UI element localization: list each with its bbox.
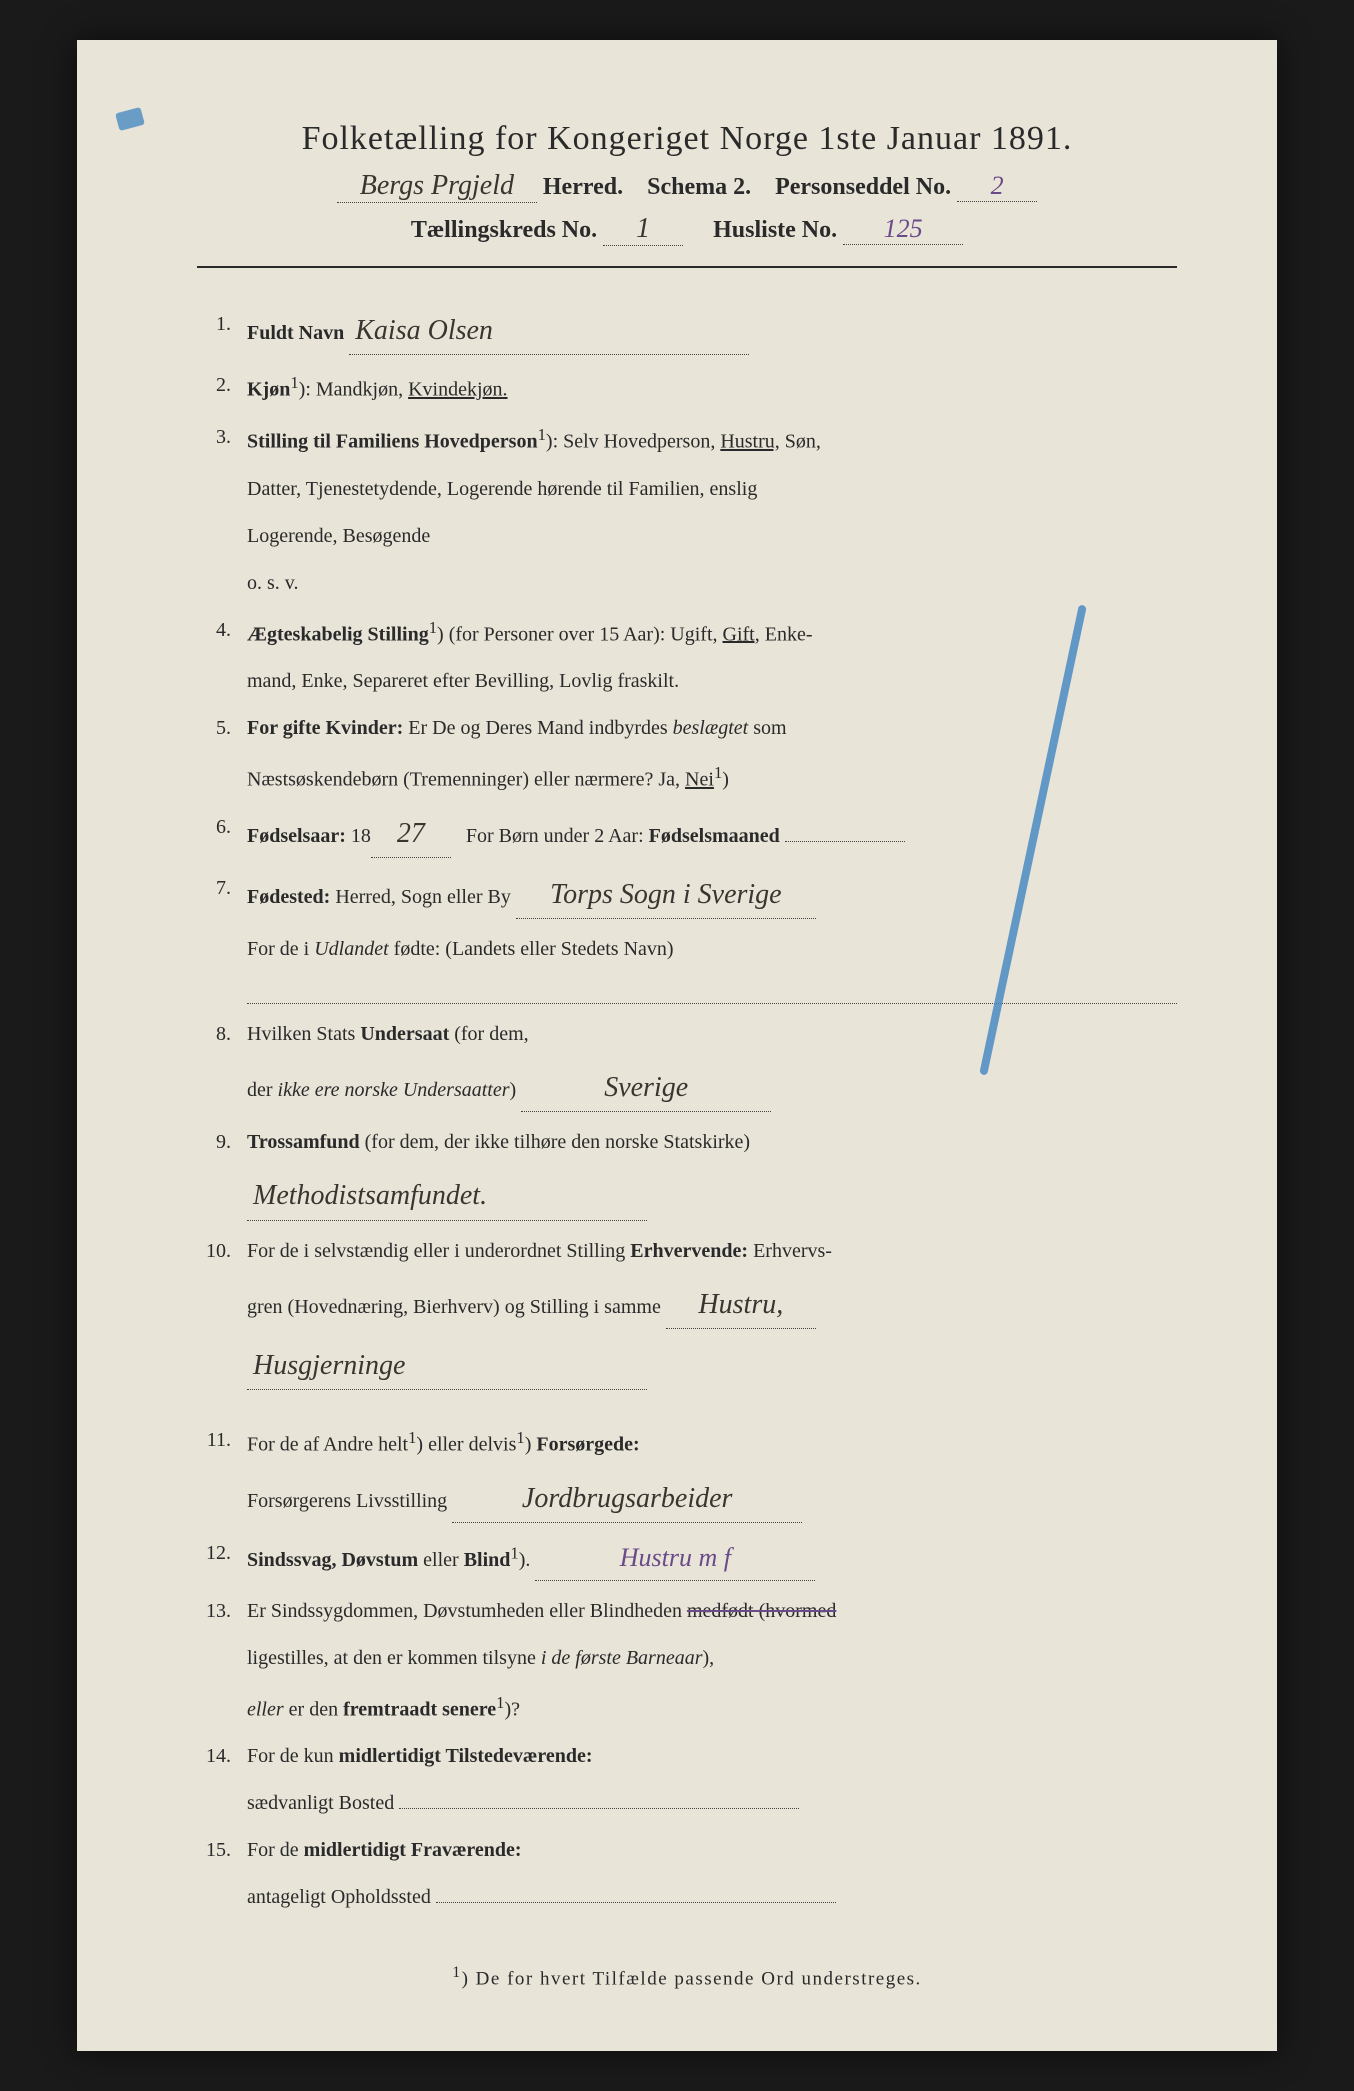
row-2: 2. Kjøn1): Mandkjøn, Kvindekjøn. xyxy=(197,369,1177,407)
herred-label: Herred. xyxy=(543,174,623,200)
r12-label: Sindssvag, Døvstum xyxy=(247,1549,418,1571)
r3-cont2: Logerende, Besøgende xyxy=(247,520,1177,553)
row-13: 13. Er Sindssygdommen, Døvstumheden elle… xyxy=(197,1595,1177,1628)
subtitle-line-2: Tællingskreds No. 1 Husliste No. 125 xyxy=(197,213,1177,246)
row-1: 1. Fuldt Navn Kaisa Olsen xyxy=(197,308,1177,355)
r10-value: Hustru, xyxy=(666,1282,816,1329)
r14-blank xyxy=(399,1808,799,1809)
footnote: 1) De for hvert Tilfælde passende Ord un… xyxy=(197,1964,1177,1990)
r3-selected: Hustru, xyxy=(720,431,779,453)
r10-value2-line: Husgjerninge xyxy=(247,1343,1177,1390)
r7-cont: For de i Udlandet fødte: (Landets eller … xyxy=(247,933,1177,966)
r7-blank xyxy=(247,980,1177,1004)
r9-label: Trossamfund xyxy=(247,1131,360,1153)
r12-value: Hustru m f xyxy=(535,1537,815,1581)
census-form-paper: Folketælling for Kongeriget Norge 1ste J… xyxy=(77,40,1277,2051)
r14-label: midlertidigt Tilstedeværende: xyxy=(339,1745,593,1767)
row-12: 12. Sindssvag, Døvstum eller Blind1). Hu… xyxy=(197,1537,1177,1581)
r11-cont: Forsørgerens Livsstilling Jordbrugsarbei… xyxy=(247,1476,1177,1523)
r10-label: Erhvervende: xyxy=(630,1240,748,1262)
row-3: 3. Stilling til Familiens Hovedperson1):… xyxy=(197,421,1177,459)
header-divider xyxy=(197,266,1177,268)
r2-selected: Kvindekjøn. xyxy=(408,379,507,401)
r4-label: Ægteskabelig Stilling xyxy=(247,623,429,645)
r5-selected: Nei xyxy=(685,769,714,791)
r10-cont: gren (Hovednæring, Bierhverv) og Stillin… xyxy=(247,1282,1177,1329)
r15-cont: antageligt Opholdssted xyxy=(247,1881,1177,1914)
r6-label: Fødselsaar: xyxy=(247,825,346,847)
subtitle-line-1: Bergs Prgjeld Herred. Schema 2. Personse… xyxy=(197,170,1177,203)
r2-opts: Mandkjøn, xyxy=(316,379,403,401)
row-11: 11. For de af Andre helt1) eller delvis1… xyxy=(197,1424,1177,1462)
r8-label: Undersaat xyxy=(360,1023,449,1045)
row-8: 8. Hvilken Stats Undersaat (for dem, xyxy=(197,1018,1177,1051)
r7-label: Fødested: xyxy=(247,886,330,908)
row-5: 5. For gifte Kvinder: Er De og Deres Man… xyxy=(197,712,1177,745)
row-15: 15. For de midlertidigt Fraværende: xyxy=(197,1834,1177,1867)
row-9: 9. Trossamfund (for dem, der ikke tilhør… xyxy=(197,1126,1177,1159)
r1-label: Fuldt Navn xyxy=(247,322,344,344)
form-header: Folketælling for Kongeriget Norge 1ste J… xyxy=(197,120,1177,268)
personseddel-label: Personseddel No. xyxy=(775,174,951,200)
blue-corner-mark xyxy=(115,107,145,131)
r2-label: Kjøn xyxy=(247,379,290,401)
husliste-label: Husliste No. xyxy=(713,217,837,243)
r3-label: Stilling til Familiens Hovedperson xyxy=(247,431,538,453)
r4-cont1: mand, Enke, Separeret efter Bevilling, L… xyxy=(247,665,1177,698)
r9-value-line: Methodistsamfundet. xyxy=(247,1173,1177,1220)
r11-value: Jordbrugsarbeider xyxy=(452,1476,802,1523)
row-10: 10. For de i selvstændig eller i underor… xyxy=(197,1235,1177,1268)
herred-value: Bergs Prgjeld xyxy=(337,170,537,203)
r5-cont: Næstsøskendebørn (Tremenninger) eller næ… xyxy=(247,759,1177,797)
row-4: 4. Ægteskabelig Stilling1) (for Personer… xyxy=(197,614,1177,652)
r5-label: For gifte Kvinder: xyxy=(247,717,403,739)
main-title: Folketælling for Kongeriget Norge 1ste J… xyxy=(197,120,1177,158)
schema-label: Schema 2. xyxy=(647,174,751,200)
r6-year: 27 xyxy=(371,811,451,858)
r9-value: Methodistsamfundet. xyxy=(247,1173,647,1220)
r8-cont: der ikke ere norske Undersaatter) Sverig… xyxy=(247,1065,1177,1112)
husliste-no: 125 xyxy=(843,214,963,245)
r8-value: Sverige xyxy=(521,1065,771,1112)
form-body: 1. Fuldt Navn Kaisa Olsen 2. Kjøn1): Man… xyxy=(197,308,1177,1914)
tkreds-no: 1 xyxy=(603,213,683,246)
r14-cont: sædvanligt Bosted xyxy=(247,1787,1177,1820)
r10-value2: Husgjerninge xyxy=(247,1343,647,1390)
r13-cont-b: eller er den fremtraadt senere1)? xyxy=(247,1689,1177,1727)
r15-label: midlertidigt Fraværende: xyxy=(304,1839,522,1861)
r15-blank xyxy=(436,1902,836,1903)
r3-cont1: Datter, Tjenestetydende, Logerende høren… xyxy=(247,473,1177,506)
personseddel-no: 2 xyxy=(957,171,1037,202)
r13-cont-a: ligestilles, at den er kommen tilsyne i … xyxy=(247,1642,1177,1675)
r1-value: Kaisa Olsen xyxy=(349,308,749,355)
r13-struck: medfødt (hvormed xyxy=(687,1600,836,1622)
r3-cont3: o. s. v. xyxy=(247,567,1177,600)
row-14: 14. For de kun midlertidigt Tilstedevære… xyxy=(197,1740,1177,1773)
row-7: 7. Fødested: Herred, Sogn eller By Torps… xyxy=(197,872,1177,919)
r7-value: Torps Sogn i Sverige xyxy=(516,872,816,919)
r4-selected: Gift, xyxy=(723,623,760,645)
r11-label: Forsørgede: xyxy=(536,1434,639,1456)
tkreds-label: Tællingskreds No. xyxy=(411,217,597,243)
